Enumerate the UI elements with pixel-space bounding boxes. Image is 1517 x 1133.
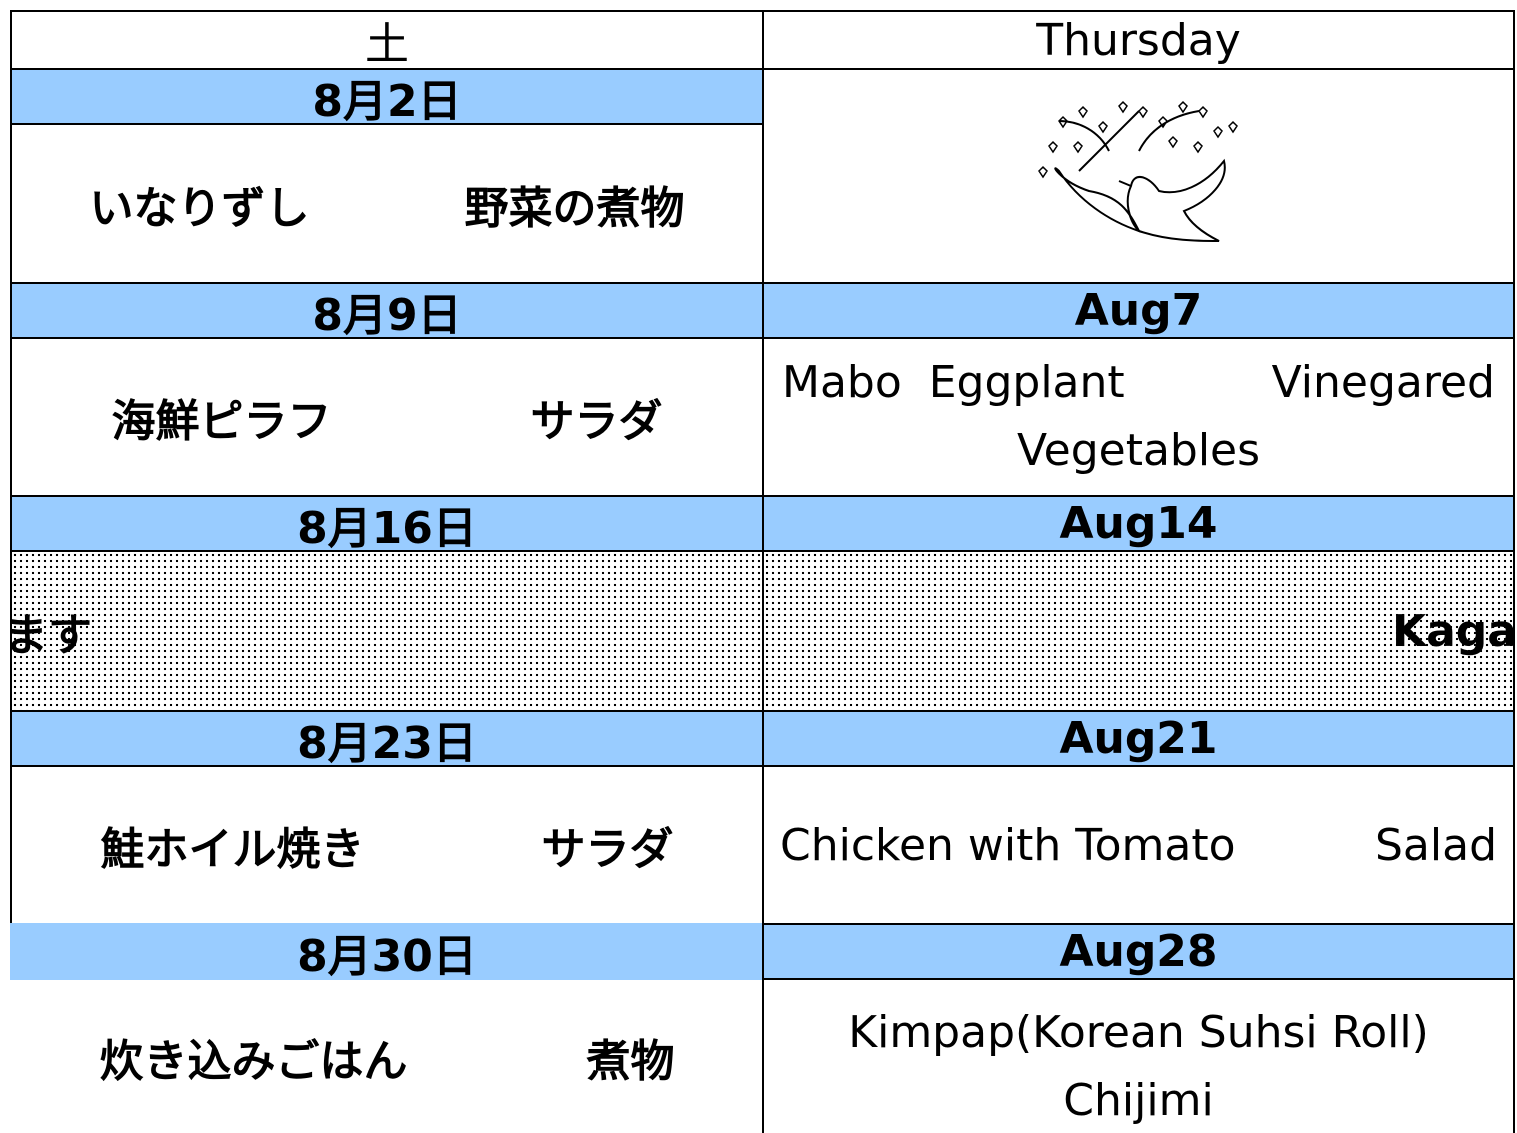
date-cell: 8月16日: [10, 495, 764, 552]
date-text: 8月16日: [297, 502, 477, 552]
dish-cell: Kaga: [762, 550, 1515, 712]
dish-cell: 海鮮ピラフ サラダ: [10, 337, 764, 497]
date-cell: Aug28: [762, 923, 1515, 980]
date-cell: Aug14: [762, 495, 1515, 552]
date-text: Aug21: [1059, 713, 1218, 764]
dish-list: いなりずし 野菜の煮物: [12, 172, 762, 236]
date-text: 8月2日: [312, 75, 462, 125]
date-cell: Aug7: [762, 282, 1515, 339]
dish-cell: 炊き込みごはん 煮物: [10, 978, 764, 1133]
dish-list: 海鮮ピラフ サラダ: [12, 385, 762, 449]
header-cell: Thursday: [762, 10, 1515, 70]
illustration-cell: [762, 68, 1515, 284]
date-text: Aug14: [1059, 498, 1218, 549]
date-cell: 8月2日: [10, 68, 764, 125]
dish-text: Salad: [1374, 819, 1497, 871]
dish-cell: 鮭ホイル焼き サラダ: [10, 765, 764, 925]
dish-cell: Mabo Eggplant Vinegared Vegetables: [762, 337, 1515, 497]
dish-text: 煮物: [586, 1035, 675, 1087]
dish-text: 野菜の煮物: [464, 182, 685, 234]
date-cell: 8月9日: [10, 282, 764, 339]
dish-text: サラダ: [530, 396, 663, 447]
dish-text: 炊き込みごはん: [99, 1035, 408, 1087]
dish-list: Kaga: [1392, 605, 1515, 657]
date-cell: 8月30日: [10, 923, 764, 980]
header-cell: 土: [10, 10, 764, 70]
dish-cell: Chicken with Tomato Salad: [762, 765, 1515, 925]
header-text: Thursday: [1036, 14, 1241, 66]
dish-text: 鮭ホイル焼き: [100, 824, 365, 875]
dish-text: ます: [10, 610, 92, 661]
dish-text: Vinegared Vegetables: [1016, 357, 1495, 476]
dish-text: Mabo Eggplant: [782, 357, 1125, 408]
dish-list: 鮭ホイル焼き サラダ: [12, 813, 762, 877]
dish-cell: ます: [10, 550, 764, 712]
dish-list: Chicken with Tomato Salad: [764, 820, 1513, 871]
dish-text: Kimpap(Korean Suhsi Roll): [848, 1006, 1429, 1058]
dish-text: 海鮮ピラフ: [111, 396, 332, 447]
date-text: Aug7: [1074, 285, 1203, 336]
dish-list: ます: [10, 599, 92, 663]
dish-text: Kaga: [1392, 605, 1515, 657]
dish-cell: Kimpap(Korean Suhsi Roll) Chijimi: [762, 978, 1515, 1133]
date-cell: 8月23日: [10, 710, 764, 767]
date-cell: Aug21: [762, 710, 1515, 767]
dish-text: いなりずし: [89, 182, 310, 234]
dove-illustration: [1037, 100, 1238, 242]
dish-list: Kimpap(Korean Suhsi Roll) Chijimi: [848, 999, 1429, 1133]
dish-cell: いなりずし 野菜の煮物: [10, 123, 764, 284]
dish-list: Mabo Eggplant Vinegared Vegetables: [764, 349, 1513, 485]
date-text: Aug28: [1059, 926, 1218, 977]
dish-list: 炊き込みごはん 煮物: [10, 1025, 764, 1089]
dish-text: Chicken with Tomato: [780, 819, 1236, 871]
date-text: 8月30日: [297, 930, 477, 981]
date-text: 8月9日: [312, 289, 462, 339]
date-text: 8月23日: [297, 717, 477, 767]
dish-text: サラダ: [541, 824, 674, 875]
header-text: 土: [365, 19, 409, 70]
dish-text: Chijimi: [1063, 1074, 1214, 1126]
